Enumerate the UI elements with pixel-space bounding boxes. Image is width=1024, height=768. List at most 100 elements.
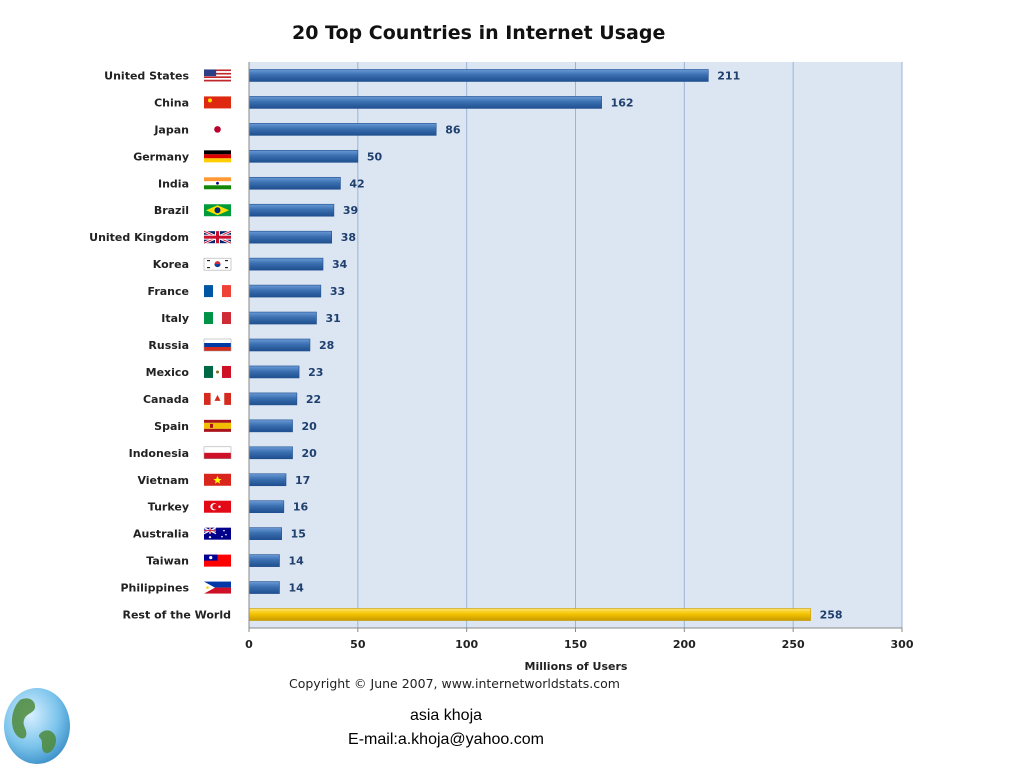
data-label: 34 xyxy=(332,258,348,271)
korea-flag-icon xyxy=(203,257,232,271)
bar xyxy=(248,284,322,298)
author-name: asia khoja xyxy=(409,707,483,724)
data-label: 20 xyxy=(302,420,318,433)
data-label: 14 xyxy=(288,582,304,595)
x-tick-label: 150 xyxy=(564,638,587,651)
category-label: Russia xyxy=(148,339,189,352)
category-label: Germany xyxy=(133,150,189,163)
germany-flag-icon xyxy=(204,150,231,163)
data-label: 17 xyxy=(295,474,310,487)
bar xyxy=(248,500,285,514)
category-labels: United States China Japan Germany India Brazi… xyxy=(89,69,231,621)
us-flag-icon xyxy=(204,69,231,82)
taiwan-flag-icon xyxy=(204,554,231,567)
bar xyxy=(248,203,335,217)
category-label: Mexico xyxy=(146,366,190,379)
canada-flag-icon xyxy=(204,392,231,405)
data-label: 162 xyxy=(611,96,634,109)
data-label: 28 xyxy=(319,339,334,352)
author-email: E-mail:a.khoja@yahoo.com xyxy=(348,731,544,748)
bar xyxy=(248,608,811,621)
category-label: Brazil xyxy=(154,204,189,217)
data-label: 23 xyxy=(308,366,323,379)
category-label: Taiwan xyxy=(146,555,189,568)
globe-icon xyxy=(4,688,70,764)
data-label: 50 xyxy=(367,150,383,163)
data-label: 42 xyxy=(349,177,364,190)
italy-flag-icon xyxy=(204,312,231,325)
category-label: India xyxy=(158,177,189,190)
bar xyxy=(248,446,293,460)
bar xyxy=(248,392,298,406)
category-label: Vietnam xyxy=(137,474,189,487)
bar xyxy=(248,176,341,190)
data-label: 86 xyxy=(445,123,461,136)
bar-chart: 211 162 86 50 42 39 38 34 33 31 28 23 22 20 20 17 16 15 14… xyxy=(89,62,914,673)
category-label: Korea xyxy=(153,258,189,271)
category-label: Australia xyxy=(133,528,189,541)
data-label: 16 xyxy=(293,501,309,514)
bar xyxy=(248,311,317,325)
x-tick-label: 50 xyxy=(350,638,366,651)
indonesia-flag-icon xyxy=(203,446,232,460)
data-label: 15 xyxy=(291,528,306,541)
x-axis-ticks: 0 50 100 150 200 250 300 xyxy=(245,628,914,651)
data-label: 33 xyxy=(330,285,345,298)
x-tick-label: 250 xyxy=(782,638,805,651)
bar xyxy=(248,554,280,567)
data-label: 38 xyxy=(341,231,356,244)
data-label: 31 xyxy=(325,312,340,325)
data-label: 39 xyxy=(343,204,358,217)
bar xyxy=(248,473,287,487)
uk-flag-icon xyxy=(203,230,232,245)
russia-flag-icon xyxy=(203,338,232,352)
france-flag-icon xyxy=(204,285,231,298)
bar xyxy=(248,230,333,244)
spain-flag-icon xyxy=(204,419,231,432)
grid-lines xyxy=(357,62,903,628)
japan-flag-icon xyxy=(204,123,231,136)
category-label: Spain xyxy=(154,420,189,433)
x-tick-label: 200 xyxy=(673,638,696,651)
category-label: United Kingdom xyxy=(89,231,189,244)
data-label: 22 xyxy=(306,393,321,406)
bar xyxy=(248,69,709,82)
bar xyxy=(248,338,311,352)
data-label: 20 xyxy=(302,447,318,460)
category-label: Canada xyxy=(143,393,189,406)
bar xyxy=(248,123,437,136)
category-label: United States xyxy=(104,69,189,82)
bar xyxy=(248,581,280,594)
brazil-flag-icon xyxy=(204,204,231,217)
category-label: China xyxy=(154,96,189,109)
bar xyxy=(248,527,282,540)
flags xyxy=(203,69,232,594)
x-axis-title: Millions of Users xyxy=(525,660,628,673)
philippines-flag-icon xyxy=(204,581,231,594)
australia-flag-icon xyxy=(203,527,231,540)
x-tick-label: 100 xyxy=(455,638,478,651)
vietnam-flag-icon xyxy=(204,473,231,486)
china-flag-icon xyxy=(204,96,231,109)
bar xyxy=(248,150,359,163)
category-label: Rest of the World xyxy=(123,609,232,622)
india-flag-icon xyxy=(204,177,231,190)
category-label: Turkey xyxy=(148,501,189,514)
category-label: France xyxy=(148,285,189,298)
bar xyxy=(248,365,300,379)
data-label: 14 xyxy=(288,555,304,568)
bar xyxy=(248,257,324,271)
category-label: Indonesia xyxy=(129,447,189,460)
bar xyxy=(248,96,602,109)
bar xyxy=(248,419,293,433)
mexico-flag-icon xyxy=(204,365,231,378)
data-label: 211 xyxy=(717,69,740,82)
data-label: 258 xyxy=(820,609,843,622)
turkey-flag-icon xyxy=(204,500,231,513)
category-label: Philippines xyxy=(120,582,189,595)
chart-title: 20 Top Countries in Internet Usage xyxy=(292,22,666,44)
category-label: Italy xyxy=(161,312,189,325)
x-tick-label: 300 xyxy=(891,638,914,651)
x-tick-label: 0 xyxy=(245,638,253,651)
copyright-text: Copyright © June 2007, www.internetworld… xyxy=(289,676,620,691)
